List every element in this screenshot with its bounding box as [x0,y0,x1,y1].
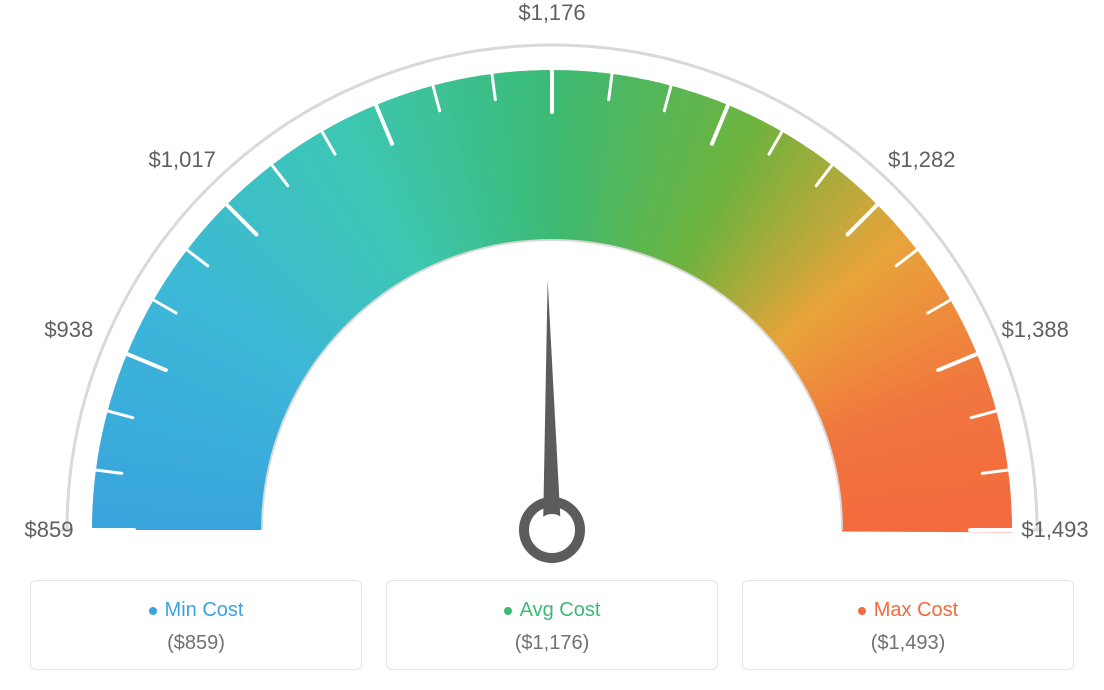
gauge-tick-label: $859 [25,517,74,543]
gauge-tick-label: $938 [44,317,93,343]
card-title-text: Max Cost [874,599,958,622]
card-title-text: Min Cost [165,599,244,622]
card-title: Avg Cost [504,599,601,622]
gauge-svg [0,0,1104,570]
gauge-tick-label: $1,493 [1021,517,1088,543]
gauge-tick-label: $1,017 [149,147,216,173]
dot-icon [858,607,866,615]
card-value: ($859) [41,632,351,655]
gauge-tick-label: $1,282 [888,147,955,173]
gauge-tick-label: $1,388 [1002,317,1069,343]
gauge-tick-label: $1,176 [518,0,585,26]
dot-icon [149,607,157,615]
card-avg-cost: Avg Cost ($1,176) [386,580,718,670]
card-value: ($1,493) [753,632,1063,655]
card-max-cost: Max Cost ($1,493) [742,580,1074,670]
dot-icon [504,607,512,615]
card-title: Max Cost [858,599,958,622]
chart-container: $859 $938 $1,017 $1,176 $1,282 $1,388 $1,493 M… [0,0,1104,690]
card-title-text: Avg Cost [520,599,601,622]
card-min-cost: Min Cost ($859) [30,580,362,670]
legend-cards: Min Cost ($859) Avg Cost ($1,176) Max Co… [30,580,1074,670]
gauge-chart [0,0,1104,570]
card-title: Min Cost [149,599,244,622]
card-value: ($1,176) [397,632,707,655]
